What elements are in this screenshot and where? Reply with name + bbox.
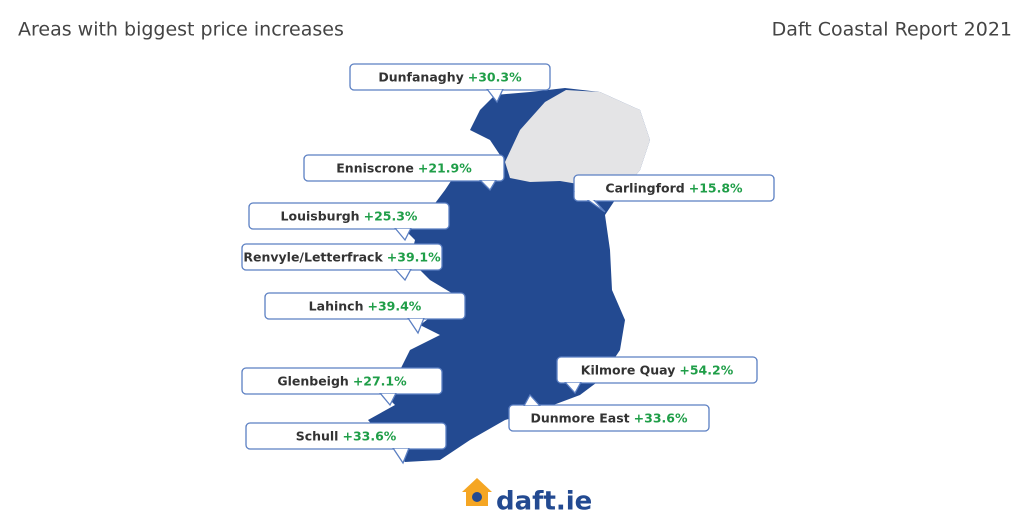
price-change: +33.6% [634,411,688,426]
callout: Lahinch +39.4% [264,292,466,335]
price-change: +54.2% [679,363,733,378]
callout: Renvyle/Letterfrack +39.1% [241,243,443,282]
callout-mask [510,406,708,430]
callout-text: Dunfanaghy +30.3% [378,70,522,85]
callout-mask [243,245,441,269]
price-change: +21.9% [418,161,472,176]
callout-text: Louisburgh +25.3% [281,209,418,224]
place-name: Lahinch [309,299,364,314]
callout-mask [351,65,549,89]
title: Areas with biggest price increases [18,19,344,41]
callout-mask [305,156,503,180]
callout-mask [243,369,441,393]
place-name: Glenbeigh [277,374,348,389]
callout: Enniscrone +21.9% [303,154,505,192]
price-change: +25.3% [364,209,418,224]
callout-mask [266,294,464,318]
callout-mask [247,424,445,448]
callout-text: Carlingford +15.8% [605,181,743,196]
callout-mask [250,204,448,228]
place-name: Louisburgh [281,209,360,224]
report-name: Daft Coastal Report 2021 [772,19,1012,41]
place-name: Enniscrone [336,161,414,176]
logo-text: daft.ie [496,487,592,517]
place-name: Schull [296,429,339,444]
callout-text: Enniscrone +21.9% [336,161,472,176]
place-name: Dunmore East [530,411,629,426]
logo: daft.ie [462,478,592,517]
callout: Dunmore East +33.6% [508,393,710,432]
place-name: Renvyle/Letterfrack [243,250,383,265]
price-change: +39.1% [387,250,441,265]
callout-text: Dunmore East +33.6% [530,411,687,426]
callout-pointer [406,317,425,335]
price-change: +15.8% [689,181,743,196]
callout: Carlingford +15.8% [573,174,775,213]
callout-pointer [393,227,413,242]
callout: Kilmore Quay +54.2% [556,356,758,395]
price-change: +33.6% [342,429,396,444]
callout-text: Glenbeigh +27.1% [277,374,407,389]
place-name: Kilmore Quay [581,363,676,378]
place-name: Carlingford [605,181,684,196]
callout: Glenbeigh +27.1% [241,367,443,407]
northern-ireland [505,90,650,200]
callout-text: Kilmore Quay +54.2% [581,363,734,378]
callout-pointer [393,268,413,282]
callout: Schull +33.6% [245,422,447,465]
price-change: +30.3% [468,70,522,85]
price-change: +27.1% [353,374,407,389]
callout: Louisburgh +25.3% [248,202,450,242]
callout-text: Schull +33.6% [296,429,397,444]
callout-text: Lahinch +39.4% [309,299,422,314]
callout-text: Renvyle/Letterfrack +39.1% [243,250,441,265]
callout-mask [575,176,773,200]
callout: Dunfanaghy +30.3% [349,63,551,104]
price-change: +39.4% [367,299,421,314]
callout-mask [558,358,756,382]
place-name: Dunfanaghy [378,70,463,85]
